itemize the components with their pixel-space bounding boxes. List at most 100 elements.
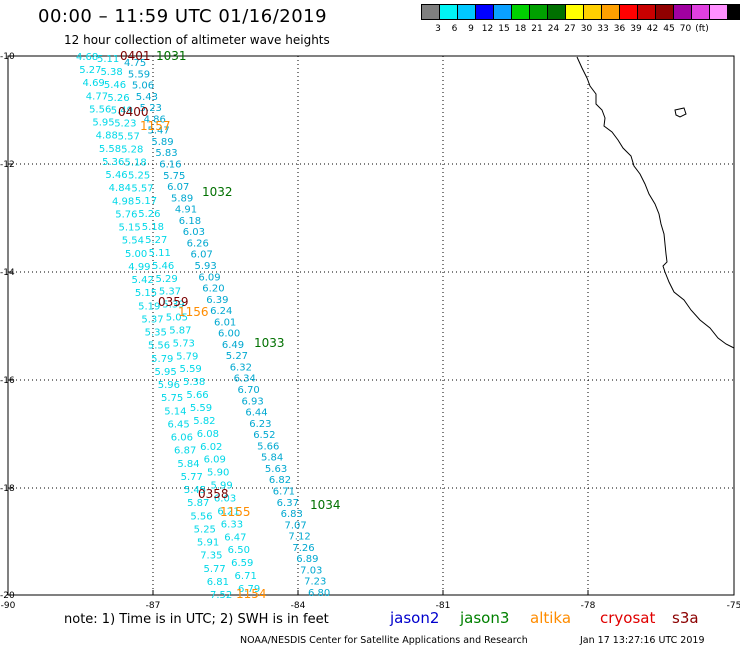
wave-height-value: 4.77 [86, 91, 108, 102]
wave-height-value: 5.95 [92, 118, 114, 129]
legend-label: 27 [564, 24, 576, 34]
page-subtitle: 12 hour collection of altimeter wave hei… [64, 33, 330, 47]
wave-height-value: 6.32 [230, 362, 252, 373]
wave-height-value: 5.57 [131, 183, 153, 194]
legend-label: 24 [547, 24, 560, 34]
wave-height-value: 6.52 [253, 430, 275, 441]
wave-height-value: 6.37 [277, 498, 299, 509]
pass-time-label: 1034 [310, 498, 341, 512]
legend-label: 9 [468, 24, 474, 34]
wave-height-value: 5.59 [190, 403, 212, 414]
wave-height-values: 4.68 5.27 4.69 4.77 5.56 5.95 4.88 5.58 5.36 5.46… [76, 52, 330, 601]
wave-height-value: 5.56 [89, 104, 111, 115]
wave-height-value: 5.66 [257, 441, 279, 452]
wave-height-value: 6.39 [206, 295, 228, 306]
legend-label: 39 [630, 24, 642, 34]
legend-swatches [421, 4, 740, 20]
lat-label: -12 [0, 160, 15, 170]
lon-label: -81 [436, 601, 451, 611]
lat-label: -14 [0, 268, 15, 278]
wave-height-value: 5.43 [136, 92, 158, 103]
axis-labels: -10 -12 -14 -16 -18 -20-90 -87 -84 -81 -78 -75 [0, 52, 740, 611]
legend-labels: 3 6 9 12 15 18 21 24 27 30 33 36 39 42 45 70 (ft) [421, 24, 740, 36]
wave-height-value: 5.36 [102, 157, 124, 168]
wave-height-value: 6.44 [245, 408, 267, 419]
wave-height-value: 5.90 [207, 468, 229, 479]
legend-label: 30 [580, 24, 593, 34]
wave-height-value: 6.21 [217, 506, 239, 517]
wave-height-value: 6.07 [191, 250, 213, 261]
lat-label: -16 [0, 376, 15, 386]
wave-height-value: 5.05 [166, 313, 188, 324]
wave-height-value: 5.25 [128, 170, 150, 181]
wave-height-value: 5.11 [149, 248, 171, 259]
wave-height-value: 4.99 [128, 262, 150, 273]
wave-height-value: 6.16 [159, 159, 181, 170]
wave-height-value: 5.59 [180, 364, 202, 375]
wave-height-value: 5.23 [140, 103, 162, 114]
wave-height-value: 6.03 [214, 494, 236, 505]
wave-height-value: 5.75 [163, 171, 185, 182]
legend-label: 3 [435, 24, 441, 34]
wave-height-value: 6.82 [269, 475, 291, 486]
lat-label: -20 [0, 591, 15, 601]
wave-height-value: 5.26 [138, 209, 160, 220]
legend-label: 15 [498, 24, 510, 34]
pass-time-label: 1154 [236, 587, 267, 601]
wave-height-value: 5.83 [155, 148, 177, 159]
wave-height-value: 5.95 [154, 367, 176, 378]
legend-label: (ft) [695, 24, 709, 34]
legend-label: 70 [679, 24, 692, 34]
pass-time-label: 0359 [158, 295, 189, 309]
wave-height-value: 5.84 [261, 453, 283, 464]
wave-height-value: 5.45 [184, 485, 206, 496]
wave-height-value: 5.89 [151, 137, 173, 148]
legend-label: 18 [514, 24, 527, 34]
legend-label: 45 [663, 24, 675, 34]
wave-height-value: 5.18 [125, 157, 147, 168]
wave-height-value: 6.08 [197, 429, 219, 440]
wave-height-value: 6.79 [238, 584, 260, 595]
wave-height-value: 7.52 [210, 590, 232, 601]
satellite-jason2: jason2 [390, 609, 440, 627]
wave-height-value: 6.06 [171, 433, 193, 444]
wave-height-value: 7.07 [285, 520, 307, 531]
pass-time-label: 0358 [198, 487, 229, 501]
wave-height-value: 5.15 [135, 288, 157, 299]
wave-height-value: 5.79 [151, 354, 173, 365]
wave-height-value: 5.77 [181, 472, 203, 483]
wave-height-value: 6.71 [235, 571, 257, 582]
credit-text: NOAA/NESDIS Center for Satellite Applica… [240, 635, 528, 646]
satellite-s3a: s3a [672, 609, 699, 627]
wave-height-value: 6.70 [238, 385, 260, 396]
legend-swatch [727, 4, 740, 20]
generated-timestamp: Jan 17 13:27:16 UTC 2019 [580, 635, 705, 646]
wave-height-value: 5.00 [125, 249, 147, 260]
lon-label: -84 [291, 601, 306, 611]
pass-time-label: 1032 [202, 185, 233, 199]
wave-height-value: 6.07 [167, 182, 189, 193]
legend-label: 36 [613, 24, 626, 34]
lon-label: -75 [727, 601, 740, 611]
wave-height-value: 5.39 [162, 300, 184, 311]
lat-label: -18 [0, 484, 15, 494]
wave-height-value: 6.09 [204, 455, 226, 466]
wave-height-value: 5.75 [161, 393, 183, 404]
wave-height-value: 5.87 [169, 325, 191, 336]
page-title: 00:00 – 11:59 UTC 01/16/2019 [38, 6, 328, 27]
wave-height-value: 6.26 [187, 238, 209, 249]
wave-height-value: 5.46 [152, 261, 174, 272]
wave-height-value: 6.09 [198, 272, 220, 283]
wave-height-value: 6.50 [228, 545, 250, 556]
wave-height-value: 5.99 [210, 481, 232, 492]
wave-height-value: 5.11 [97, 54, 119, 65]
wave-height-value: 6.47 [224, 532, 246, 543]
satellite-jason3: jason3 [460, 609, 510, 627]
wave-height-value: 7.03 [300, 565, 322, 576]
wave-height-value: 5.93 [194, 261, 216, 272]
wave-height-value: 5.17 [135, 196, 157, 207]
wave-height-value: 4.75 [124, 58, 146, 69]
wave-height-value: 5.23 [114, 119, 136, 130]
wave-height-value: 6.03 [183, 227, 205, 238]
wave-height-value: 5.19 [138, 301, 160, 312]
